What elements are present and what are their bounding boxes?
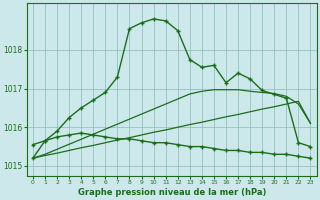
X-axis label: Graphe pression niveau de la mer (hPa): Graphe pression niveau de la mer (hPa) [77,188,266,197]
